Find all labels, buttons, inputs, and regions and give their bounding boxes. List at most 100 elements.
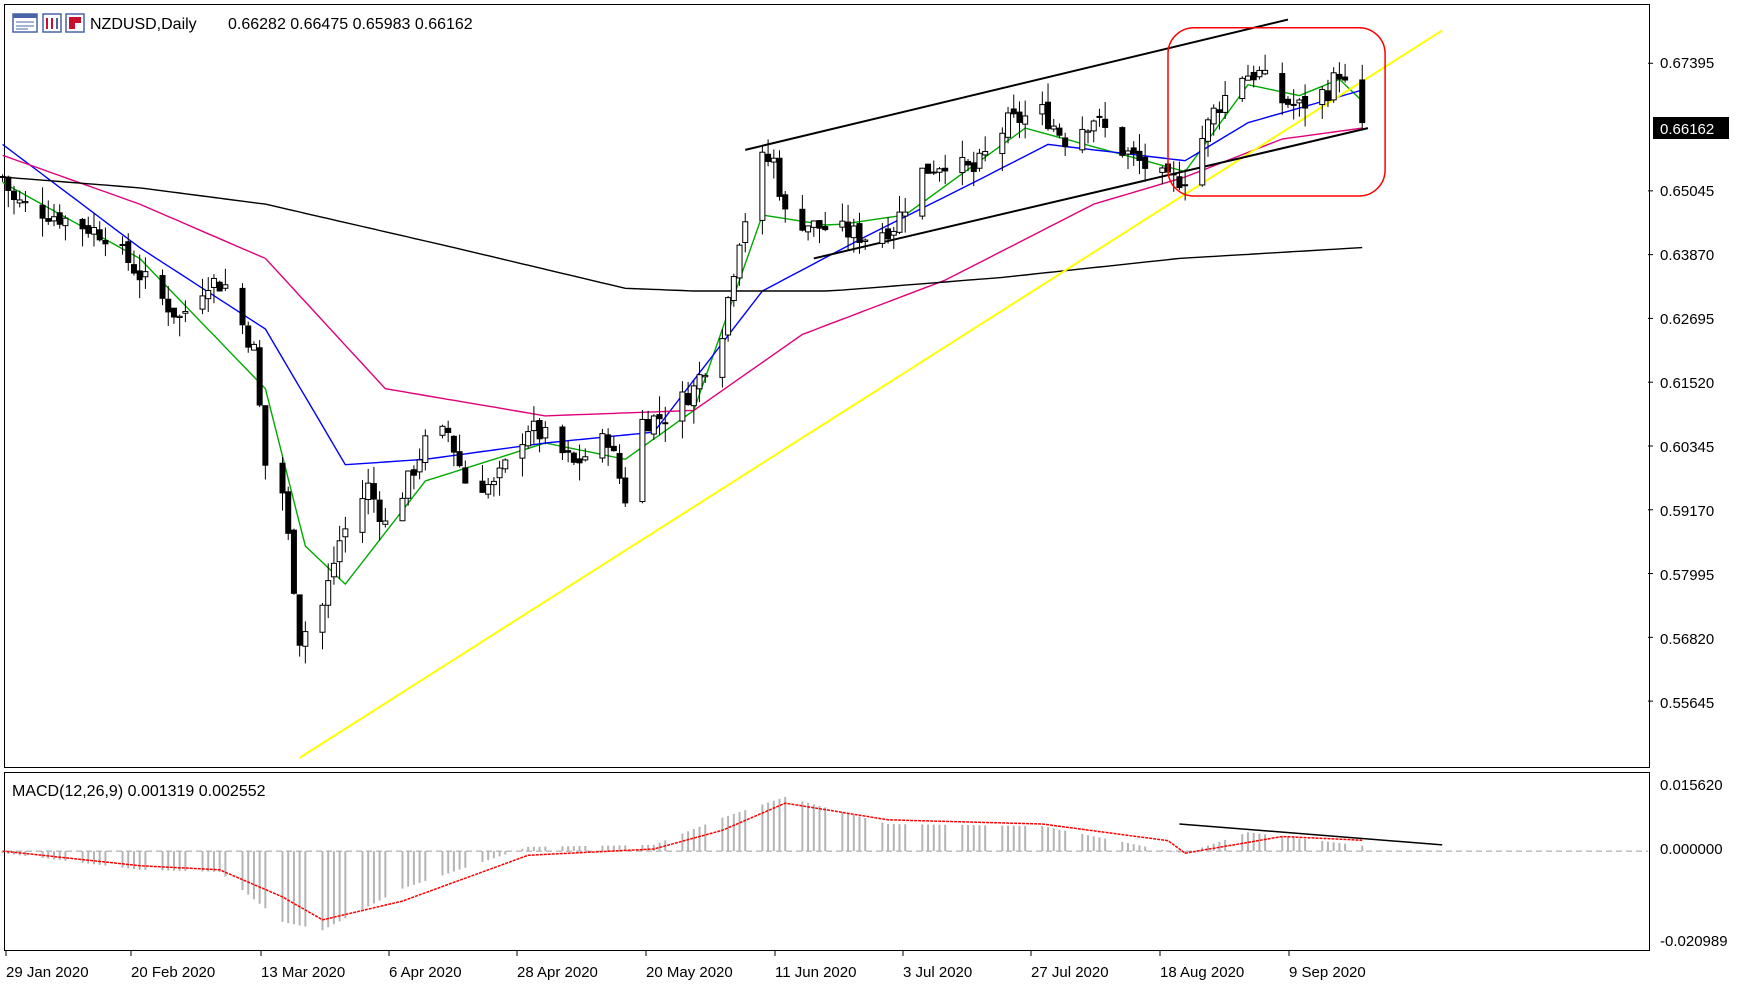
candle-body: [622, 477, 629, 504]
candle-body: [639, 418, 646, 503]
macd-axis-label: -0.020989: [1660, 933, 1728, 950]
candle-body: [576, 458, 583, 464]
candle-body: [925, 163, 932, 174]
candle-body: [542, 427, 549, 439]
candle-body: [530, 420, 537, 432]
candle-body: [16, 199, 23, 204]
candle-body: [210, 277, 217, 288]
trendlines[interactable]: [299, 18, 1443, 759]
candle-body: [890, 230, 897, 236]
candle-body: [165, 298, 172, 313]
candle-body: [1039, 104, 1046, 115]
chart-window-icon[interactable]: [12, 13, 38, 33]
candle-body: [1136, 150, 1143, 161]
candle-body: [279, 462, 286, 494]
candle-body: [856, 223, 863, 244]
symbol-list-icon[interactable]: [42, 13, 62, 33]
candle-body: [5, 176, 12, 191]
candle-body: [1222, 94, 1229, 113]
candle-body: [119, 243, 126, 246]
candle-body: [685, 393, 692, 406]
candle-body: [525, 431, 532, 447]
date-axis-label: 13 Mar 2020: [261, 964, 345, 981]
candle-body: [1142, 156, 1149, 169]
candle-body: [1119, 127, 1126, 156]
candle-body: [325, 580, 332, 606]
candle-body: [730, 276, 737, 302]
candle-body: [1210, 107, 1217, 125]
price-axis-label: 0.59170: [1660, 503, 1714, 520]
candle-body: [479, 480, 486, 493]
candle-body: [245, 325, 252, 348]
price-axis-label: 0.62695: [1660, 311, 1714, 328]
candle-body: [359, 498, 366, 533]
price-axis-label: 0.67395: [1660, 55, 1714, 72]
candle-body: [256, 347, 263, 406]
candle-body: [1290, 103, 1297, 106]
price-axis-label: 0.60345: [1660, 439, 1714, 456]
highlight-box: [1167, 26, 1386, 197]
candle-body: [136, 270, 143, 281]
candle-body: [1090, 120, 1097, 132]
date-axis: 29 Jan 2020 20 Feb 2020 13 Mar 2020 6 Ap…: [6, 964, 1366, 981]
candle-body: [805, 225, 812, 233]
candle-body: [999, 132, 1006, 155]
macd-panel[interactable]: [4, 772, 1650, 951]
candle-body: [1096, 115, 1103, 118]
candle-body: [462, 467, 469, 484]
candle-body: [970, 162, 977, 172]
candle-body: [1079, 128, 1086, 151]
ohlc-readout: 0.66282 0.66475 0.65983 0.66162: [228, 16, 473, 33]
candle-body: [690, 385, 697, 407]
macd-axis-label: 0.015620: [1660, 777, 1723, 794]
candle-body: [439, 425, 446, 436]
candle-body: [250, 343, 257, 351]
price-axis: 0.67395 0.65045 0.63870 0.62695 0.61520 …: [1660, 55, 1714, 712]
candle-body: [222, 284, 229, 289]
candle-body: [50, 216, 57, 222]
candle-body: [62, 217, 69, 227]
candle-body: [1204, 119, 1211, 142]
candle-body: [1016, 111, 1023, 123]
date-axis-label: 3 Jul 2020: [903, 964, 972, 981]
highlight-region[interactable]: [1167, 26, 1386, 197]
candle-body: [1324, 90, 1331, 101]
candle-body: [599, 433, 606, 459]
moving-averages: [2, 78, 1363, 586]
candle-body: [96, 229, 103, 241]
chart-properties-icon[interactable]: [65, 13, 85, 33]
candle-body: [11, 190, 17, 200]
price-axis-label: 0.63870: [1660, 247, 1714, 264]
candle-body: [1102, 118, 1109, 128]
candle-body: [570, 452, 577, 463]
candle-body: [902, 211, 909, 217]
candle-body: [559, 426, 566, 454]
candle-body: [336, 540, 343, 563]
candle-body: [816, 220, 823, 229]
macd-divergence-line: [1179, 823, 1443, 846]
candle-body: [1336, 73, 1343, 80]
candle-body: [942, 167, 949, 172]
candle-body: [862, 239, 869, 242]
candle-body: [450, 435, 457, 453]
candle-body: [1302, 95, 1309, 109]
candle-body: [1256, 69, 1263, 78]
price-panel[interactable]: [4, 4, 1650, 768]
candle-body: [885, 228, 892, 240]
date-axis-label: 27 Jul 2020: [1031, 964, 1109, 981]
candle-body: [1062, 137, 1069, 148]
candle-body: [650, 415, 657, 435]
candle-body: [285, 491, 292, 534]
candle-body: [1216, 109, 1223, 114]
candle-body: [645, 419, 652, 432]
candle-body: [765, 153, 772, 162]
macd-axis: 0.015620 0.000000 -0.020989: [1660, 777, 1728, 950]
candle-body: [399, 497, 406, 522]
candle-body: [702, 374, 709, 378]
candle-body: [445, 427, 452, 433]
candle-body: [850, 225, 857, 239]
candle-body: [1056, 127, 1063, 136]
toolbar-icons: [12, 13, 85, 33]
candle-body: [182, 310, 189, 314]
